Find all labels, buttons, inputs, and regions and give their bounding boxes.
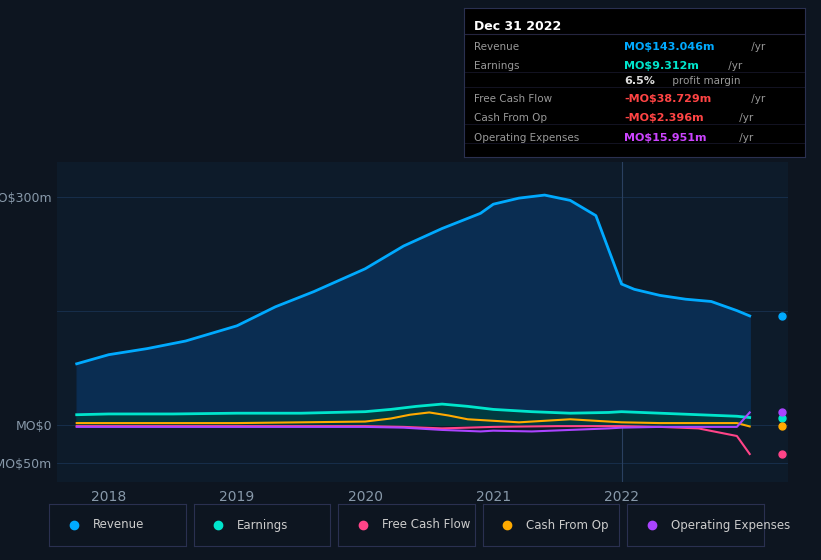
Text: Dec 31 2022: Dec 31 2022 <box>474 20 562 33</box>
Text: profit margin: profit margin <box>669 76 741 86</box>
Text: Revenue: Revenue <box>474 42 519 52</box>
Text: /yr: /yr <box>725 61 742 71</box>
Text: MO$9.312m: MO$9.312m <box>624 61 699 71</box>
Text: Cash From Op: Cash From Op <box>526 519 609 531</box>
Text: Earnings: Earnings <box>474 61 520 71</box>
Text: /yr: /yr <box>748 94 765 104</box>
Text: MO$15.951m: MO$15.951m <box>624 133 707 142</box>
Text: -MO$2.396m: -MO$2.396m <box>624 113 704 123</box>
Text: Earnings: Earnings <box>237 519 289 531</box>
Text: /yr: /yr <box>748 42 765 52</box>
Text: /yr: /yr <box>736 133 754 142</box>
Text: Revenue: Revenue <box>93 519 144 531</box>
Text: /yr: /yr <box>736 113 754 123</box>
Text: Operating Expenses: Operating Expenses <box>671 519 790 531</box>
Text: MO$143.046m: MO$143.046m <box>624 42 714 52</box>
Text: Operating Expenses: Operating Expenses <box>474 133 580 142</box>
Text: Free Cash Flow: Free Cash Flow <box>382 519 470 531</box>
Text: Cash From Op: Cash From Op <box>474 113 547 123</box>
Text: Free Cash Flow: Free Cash Flow <box>474 94 553 104</box>
Text: -MO$38.729m: -MO$38.729m <box>624 94 711 104</box>
Text: 6.5%: 6.5% <box>624 76 655 86</box>
